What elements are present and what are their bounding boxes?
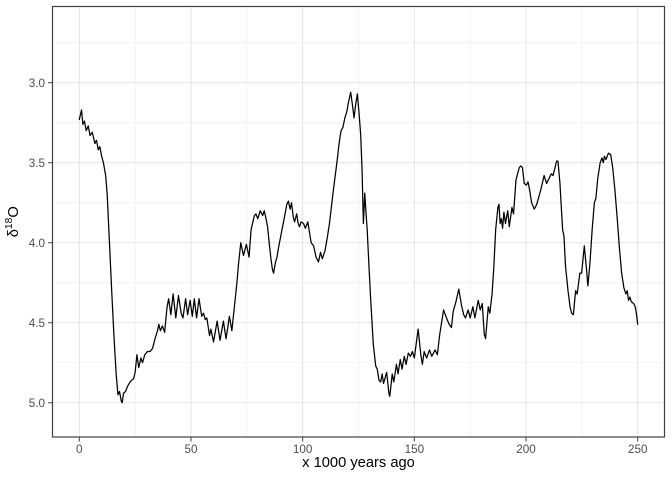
y-axis-tick-label: 3.5 — [29, 157, 46, 170]
gridlines-minor — [52, 6, 665, 437]
axis-ticks — [48, 82, 639, 442]
panel-border — [51, 5, 666, 438]
y-axis-title-delta: δ — [6, 229, 22, 237]
data-line-d18o — [78, 91, 639, 404]
y-axis-tick-label: 4.5 — [29, 317, 46, 330]
x-axis-tick-label: 250 — [628, 443, 648, 456]
x-axis-title: x 1000 years ago — [302, 455, 415, 471]
y-axis-tick-label: 5.0 — [29, 397, 46, 410]
x-axis-tick-label: 50 — [184, 443, 198, 456]
gridlines-major — [52, 6, 665, 437]
x-axis-tick-label: 200 — [516, 443, 536, 456]
y-axis-tick-label: 4.0 — [29, 237, 46, 250]
y-axis-title-suffix: O — [6, 206, 22, 217]
y-axis-title: δ18O — [4, 206, 22, 237]
x-axis-tick-label: 150 — [405, 443, 425, 456]
y-axis-title-superscript: 18 — [4, 217, 15, 229]
y-axis-tick-label: 3.0 — [29, 77, 46, 90]
x-axis-tick-label: 0 — [76, 443, 83, 456]
x-axis-tick-label: 100 — [293, 443, 313, 456]
